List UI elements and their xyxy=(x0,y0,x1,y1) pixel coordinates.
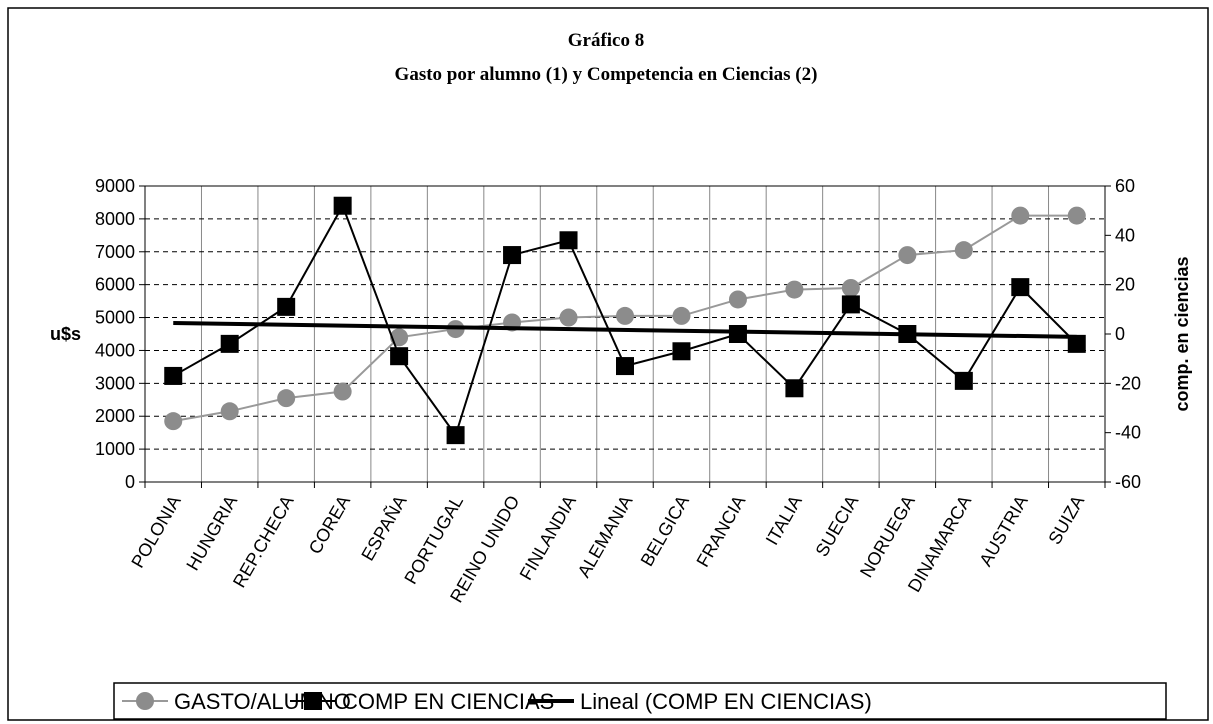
y-tick-label: 7000 xyxy=(95,242,135,262)
data-point xyxy=(220,334,239,353)
legend-marker xyxy=(304,692,322,710)
plot-border xyxy=(144,185,1106,483)
y-tick-label: 9000 xyxy=(95,176,135,196)
data-point xyxy=(841,278,860,297)
y2-tick-label: -20 xyxy=(1115,373,1141,393)
data-point xyxy=(728,290,747,309)
data-point xyxy=(1011,206,1030,225)
y-tick-label: 4000 xyxy=(95,340,135,360)
y-tick-label: 8000 xyxy=(95,209,135,229)
y2-tick-label: -40 xyxy=(1115,423,1141,443)
data-point xyxy=(164,366,183,385)
y-tick-label: 3000 xyxy=(95,373,135,393)
data-point xyxy=(954,241,973,260)
data-point xyxy=(616,306,634,325)
data-point xyxy=(841,295,860,314)
data-point xyxy=(898,246,917,265)
y-tick-label: 5000 xyxy=(95,308,135,328)
data-point xyxy=(1067,206,1086,225)
data-point xyxy=(728,325,747,343)
chart-subtitle: Gasto por alumno (1) y Competencia en Ci… xyxy=(395,64,818,85)
y2-tick-label: 60 xyxy=(1115,176,1135,196)
y-tick-label: 1000 xyxy=(95,439,135,459)
legend-box xyxy=(113,682,1167,720)
y-axis-label: u$s xyxy=(50,324,81,344)
legend-label: Lineal (COMP EN CIENCIAS) xyxy=(580,689,872,714)
data-point xyxy=(1011,278,1030,297)
data-point xyxy=(446,426,465,445)
y2-axis-label: comp. en ciencias xyxy=(1172,256,1192,411)
data-point xyxy=(785,280,804,299)
y2-tick-label: 0 xyxy=(1115,324,1125,344)
data-point xyxy=(559,308,578,327)
chart-frame xyxy=(7,7,1209,721)
data-point xyxy=(277,297,296,316)
data-point xyxy=(616,357,634,376)
y2-tick-label: -60 xyxy=(1115,472,1141,492)
y-tick-label: 6000 xyxy=(95,275,135,295)
data-point xyxy=(220,402,239,421)
data-point xyxy=(503,246,522,265)
legend-label: COMP EN CIENCIAS xyxy=(342,689,554,714)
data-point xyxy=(333,196,352,215)
y2-tick-label: 40 xyxy=(1115,225,1135,245)
trend-line xyxy=(173,321,1077,339)
legend-marker xyxy=(136,692,154,710)
data-point xyxy=(333,382,352,401)
y2-tick-label: 20 xyxy=(1115,275,1135,295)
data-point xyxy=(277,389,296,408)
data-point xyxy=(390,347,409,366)
data-point xyxy=(785,379,804,398)
data-point xyxy=(164,412,183,431)
data-point xyxy=(954,371,973,390)
data-point xyxy=(672,306,691,325)
data-point xyxy=(672,342,691,361)
y-tick-label: 2000 xyxy=(95,406,135,426)
data-point xyxy=(559,231,578,250)
chart-title: Gráfico 8 xyxy=(568,30,645,51)
y-tick-label: 0 xyxy=(125,472,135,492)
data-point xyxy=(1067,334,1086,353)
